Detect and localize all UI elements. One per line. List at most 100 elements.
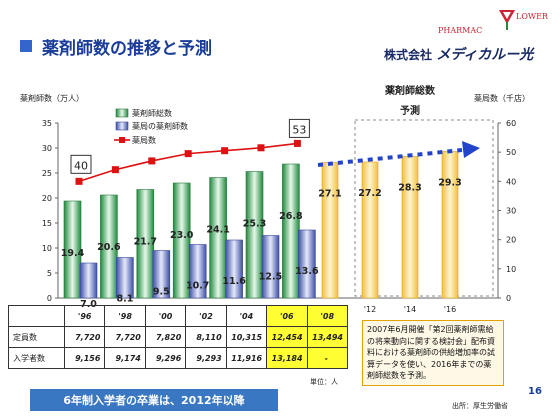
legend-line-marker <box>119 137 125 143</box>
table-header-cell: '04 <box>225 305 268 327</box>
x-tick-label: '12 <box>364 305 376 314</box>
logo: PHARMAC LOWER <box>436 6 556 46</box>
forecast-arrow-head <box>462 141 480 158</box>
y-left-tick-label: 25 <box>42 169 52 178</box>
table-header-cell: '02 <box>185 305 227 327</box>
table-cell: 12,454 <box>266 326 308 348</box>
table-cell: 9,296 <box>144 347 187 369</box>
y-left-tick-label: 30 <box>42 144 52 153</box>
table-cell: 9,156 <box>63 347 106 369</box>
bar-forecast-label: 29.3 <box>438 178 461 189</box>
y-right-tick-label: 30 <box>506 207 516 216</box>
bar-total-label: 19.4 <box>61 248 85 259</box>
y-right-tick-label: 0 <box>506 294 511 303</box>
bar-pharmacy-pharmacists <box>116 257 134 299</box>
bar-total-pharmacists <box>63 200 82 299</box>
x-tick-label: '14 <box>404 305 416 314</box>
company-prefix: 株式会社 <box>384 48 433 62</box>
bar-pharmacy-label: 10.7 <box>186 281 209 292</box>
bar-total-label: 23.0 <box>170 230 194 241</box>
x-tick-label: '16 <box>444 305 456 314</box>
table-cell: 8,110 <box>185 326 227 348</box>
table-header-cell: '00 <box>144 305 187 327</box>
bar-pharmacy-label: 7.0 <box>80 299 97 310</box>
company-brand: メディカルー光 <box>436 47 534 63</box>
table-header-cell: '98 <box>104 305 146 327</box>
logo-text-left: PHARMAC <box>438 26 483 35</box>
annotation-start: 40 <box>74 159 88 172</box>
bar-forecast-label: 28.3 <box>398 183 421 194</box>
bar-forecast-label: 27.1 <box>318 189 341 200</box>
bar-total-label: 21.7 <box>134 237 157 248</box>
forecast-region <box>354 119 494 297</box>
company-name: 株式会社 メディカルー光 <box>384 44 533 64</box>
title-square-icon <box>20 40 32 52</box>
line-point-pharmacy-count <box>111 166 119 174</box>
annotation-box-end <box>288 118 310 138</box>
bar-forecast-total <box>361 161 379 299</box>
line-pharmacy-count <box>78 142 298 183</box>
bar-pharmacy-label: 8.1 <box>116 294 133 305</box>
table-unit: 単位：人 <box>310 378 338 386</box>
logo-text-right: LOWER <box>516 12 548 21</box>
line-point-pharmacy-count <box>148 157 156 165</box>
line-point-pharmacy-count <box>293 139 301 147</box>
table-cell: 7,820 <box>144 326 187 348</box>
forecast-arrow-line <box>317 148 463 167</box>
table-row-label: 定員数 <box>8 326 65 348</box>
bar-pharmacy-pharmacists <box>79 262 98 299</box>
title-text: 薬剤師数の推移と予測 <box>42 38 212 59</box>
bar-pharmacy-pharmacists <box>152 250 171 299</box>
legend-label: 薬局の薬剤師数 <box>132 121 188 131</box>
y-right-axis-title: 薬局数（千店） <box>474 93 530 103</box>
y-right-tick-label: 50 <box>506 148 516 157</box>
bar-total-label: 20.6 <box>97 242 121 253</box>
forecast-label-bottom: 予測 <box>400 104 420 117</box>
bar-pharmacy-label: 11.6 <box>222 276 246 287</box>
table-header-cell: '06 <box>266 305 308 327</box>
table-cell: 13,184 <box>266 347 308 369</box>
bar-pharmacy-pharmacists <box>225 239 243 299</box>
bar-pharmacy-pharmacists <box>188 244 207 299</box>
table-cell: 9,293 <box>185 347 227 369</box>
bar-forecast-total <box>401 156 419 299</box>
line-point-pharmacy-count <box>221 147 229 155</box>
legend-label: 薬剤師総数 <box>132 108 172 118</box>
bar-pharmacy-pharmacists <box>261 235 280 299</box>
bar-total-pharmacists <box>209 177 227 299</box>
legend-swatch <box>115 108 129 118</box>
line-point-pharmacy-count <box>184 150 192 158</box>
bar-total-label: 24.1 <box>206 225 229 236</box>
y-left-tick-label: 15 <box>42 219 52 228</box>
y-right-tick-label: 20 <box>506 236 516 245</box>
bar-pharmacy-label: 13.6 <box>295 266 319 277</box>
bar-total-label: 26.8 <box>279 211 303 222</box>
y-left-axis-title: 薬剤師数（万人） <box>20 93 84 103</box>
table-cell: 13,494 <box>306 326 349 348</box>
table-header-cell: '96 <box>63 305 106 327</box>
y-left-tick-label: 20 <box>42 194 52 203</box>
y-left-tick-label: 5 <box>47 269 52 278</box>
table-row: 入学者数 9,156 9,174 9,296 9,293 11,916 13,184- <box>8 347 349 369</box>
flower-logo-icon <box>499 10 515 30</box>
bar-pharmacy-pharmacists <box>298 229 316 299</box>
table-cell: 10,315 <box>225 326 268 348</box>
line-point-pharmacy-count <box>257 144 265 152</box>
slide-title: 薬剤師数の推移と予測 <box>20 34 212 59</box>
footer-banner: 6年制入学者の卒業は、2012年以降 <box>30 389 278 411</box>
table-cell: 9,174 <box>104 347 146 369</box>
table-cell: 7,720 <box>104 326 146 348</box>
forecast-note: 2007年6月開催「第2回薬剤師需給の将来動向に関する検討会」配布資料における薬… <box>362 320 504 386</box>
table-header-row: '96'98'00'02'04'06'08 <box>8 305 349 327</box>
legend-swatch <box>115 121 129 131</box>
page-number: 16 <box>528 386 542 397</box>
bar-forecast-total <box>321 162 339 299</box>
bar-total-pharmacists <box>100 194 118 299</box>
forecast-label-top: 薬剤師総数 <box>384 84 436 97</box>
table-cell: 11,916 <box>225 347 268 369</box>
table-cell: - <box>306 347 349 369</box>
y-right-tick-label: 60 <box>506 119 516 128</box>
y-left-tick-label: 10 <box>42 244 52 253</box>
table-row: 定員数 7,720 7,720 7,820 8,110 10,315 12,454 13,49… <box>8 326 349 348</box>
